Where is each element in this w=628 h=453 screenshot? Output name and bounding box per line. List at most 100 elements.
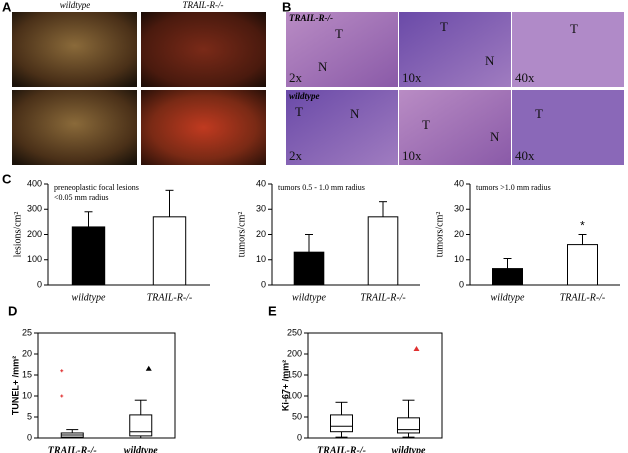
outlier (145, 365, 152, 371)
box (330, 414, 353, 433)
y-tick-label: 10 (22, 390, 32, 400)
box (397, 417, 420, 434)
annotation: <0.05 mm radius (54, 193, 109, 202)
y-tick-label: 20 (22, 348, 32, 358)
y-tick-label: 0 (459, 279, 464, 289)
micrograph (512, 12, 624, 87)
panel-b: B TRAIL-R-/- wildtype 2x 10x 40x 2x 10x … (282, 0, 624, 165)
outlier (60, 394, 64, 398)
tissue-label: T (295, 104, 303, 119)
micrograph (286, 12, 398, 87)
bar (492, 268, 523, 286)
y-axis-label: tumors/cm² (236, 212, 247, 258)
y-tick-label: 15 (22, 369, 32, 379)
tissue-label: N (485, 53, 495, 68)
tissue-label: T (422, 117, 430, 132)
outlier (413, 345, 420, 351)
magnification: 10x (402, 148, 422, 163)
y-tick-label: 100 (27, 254, 42, 264)
tissue-label: N (350, 106, 360, 121)
y-tick-label: 10 (256, 254, 266, 264)
photo-label: wildtype (60, 0, 91, 10)
box (129, 414, 153, 437)
photo (12, 12, 137, 87)
x-tick-label: wildtype (292, 292, 326, 303)
y-tick-label: 150 (287, 369, 302, 379)
bar (367, 216, 399, 286)
y-tick-label: 250 (287, 327, 302, 337)
y-tick-label: 0 (27, 432, 32, 442)
y-axis-label: TUNEL+ /mm² (10, 356, 20, 415)
y-tick-label: 0 (37, 279, 42, 289)
x-tick-label: wildtype (72, 292, 106, 303)
tissue-label: T (335, 26, 343, 41)
tissue-label: T (570, 21, 578, 36)
row-label: TRAIL-R-/- (289, 13, 333, 23)
magnification: 2x (289, 70, 303, 85)
plot-frame (37, 332, 176, 439)
y-tick-label: 300 (27, 204, 42, 214)
x-tick-label: TRAIL-R-/- (48, 445, 97, 453)
tissue-label: T (535, 106, 543, 121)
y-tick-label: 5 (27, 411, 32, 421)
bar (152, 216, 187, 286)
photo-label: TRAIL-R-/- (183, 0, 224, 10)
annotation: tumors >1.0 mm radius (476, 183, 551, 192)
y-tick-label: 0 (261, 279, 266, 289)
x-tick-label: wildtype (124, 445, 158, 453)
photo (141, 12, 266, 87)
micrograph (512, 90, 624, 165)
x-tick-label: TRAIL-R-/- (317, 445, 366, 453)
bar (567, 244, 598, 286)
photo (12, 90, 137, 165)
bar (293, 251, 325, 286)
y-tick-label: 10 (454, 254, 464, 264)
micrograph (399, 90, 511, 165)
x-tick-label: wildtype (392, 445, 426, 453)
y-axis-label: Ki-67+ /mm² (280, 360, 290, 411)
y-tick-label: 20 (256, 229, 266, 239)
magnification: 2x (289, 148, 303, 163)
y-axis-label: tumors/cm² (434, 212, 445, 258)
photo (141, 90, 266, 165)
annotation: preneoplastic focal lesions (54, 183, 139, 192)
micrograph (399, 12, 511, 87)
row-label: wildtype (289, 91, 320, 101)
plot-frame (307, 332, 443, 439)
panel-letter: E (268, 303, 277, 318)
magnification: 40x (515, 148, 535, 163)
significance: * (580, 219, 585, 233)
x-tick-label: TRAIL-R-/- (147, 292, 193, 303)
y-tick-label: 25 (22, 327, 32, 337)
outlier (60, 369, 64, 373)
panel-letter: D (8, 303, 17, 318)
y-tick-label: 200 (287, 348, 302, 358)
tissue-label: T (440, 19, 448, 34)
magnification: 40x (515, 70, 535, 85)
panel-letter: A (2, 0, 12, 14)
y-tick-label: 40 (256, 178, 266, 188)
y-axis-label: lesions/cm² (12, 212, 23, 258)
panel-letter: B (282, 0, 291, 14)
panel-letter: C (2, 171, 12, 186)
y-tick-label: 20 (454, 229, 464, 239)
x-tick-label: wildtype (491, 292, 525, 303)
x-tick-label: TRAIL-R-/- (560, 292, 606, 303)
y-tick-label: 40 (454, 178, 464, 188)
panel-a: A wildtype TRAIL-R-/- (2, 0, 266, 165)
y-tick-label: 30 (454, 204, 464, 214)
magnification: 10x (402, 70, 422, 85)
annotation: tumors 0.5 - 1.0 mm radius (278, 183, 365, 192)
y-tick-label: 100 (287, 390, 302, 400)
bar (71, 226, 106, 286)
x-tick-label: TRAIL-R-/- (360, 292, 406, 303)
y-tick-label: 400 (27, 178, 42, 188)
tissue-label: N (318, 59, 328, 74)
y-tick-label: 30 (256, 204, 266, 214)
y-tick-label: 200 (27, 229, 42, 239)
y-tick-label: 50 (292, 411, 302, 421)
tissue-label: N (490, 129, 500, 144)
micrograph (286, 90, 398, 165)
y-tick-label: 0 (297, 432, 302, 442)
